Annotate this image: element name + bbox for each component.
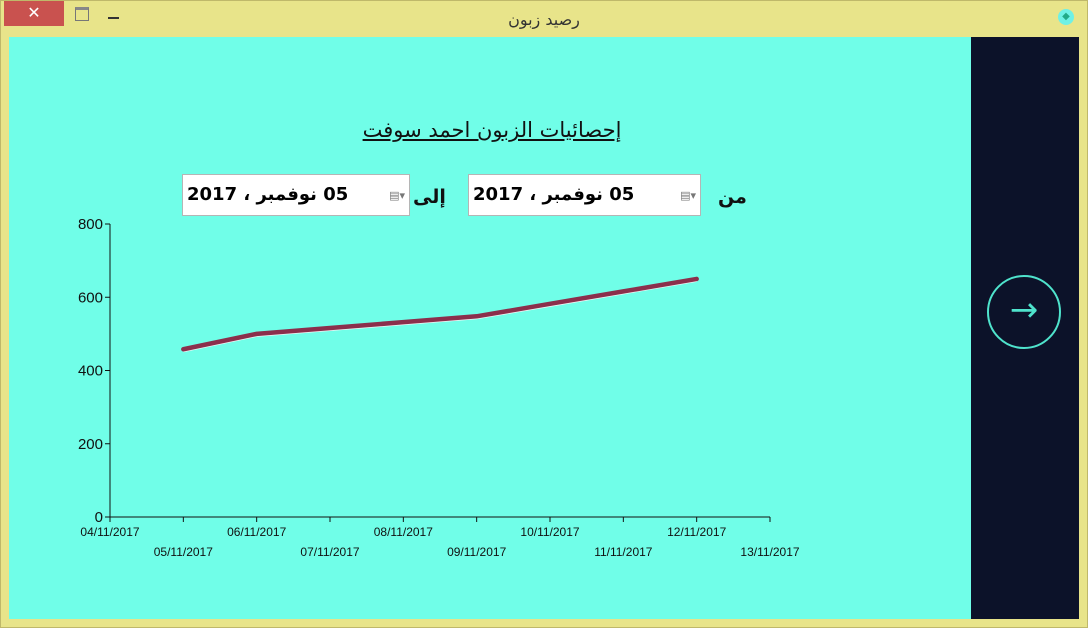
page-title: إحصائيات الزبون احمد سوفت [362,118,622,142]
series-line [181,276,699,352]
next-arrow-button[interactable]: → [987,275,1061,349]
minimize-button[interactable] [108,17,119,19]
y-tick-label: 600 [78,289,103,306]
side-panel: → [971,37,1079,619]
arrow-right-icon: → [1009,290,1039,330]
x-tick-label: 08/11/2017 [374,525,433,539]
app-icon: ◆ [1058,9,1074,25]
main-content [9,37,971,619]
from-date-picker[interactable]: 05 نوفمبر ، 2017 ▤▾ [468,174,701,216]
x-tick-label: 06/11/2017 [227,525,286,539]
from-date-value: 05 نوفمبر ، 2017 [473,184,635,205]
y-tick-label: 800 [78,216,103,233]
to-date-picker[interactable]: 05 نوفمبر ، 2017 ▤▾ [182,174,410,216]
y-tick-label: 200 [78,436,103,453]
calendar-dropdown-icon[interactable]: ▤▾ [389,189,405,202]
x-tick-label: 13/11/2017 [740,545,799,559]
window-title: رصيد زبون [508,10,580,29]
to-label: إلى [413,186,446,208]
to-date-value: 05 نوفمبر ، 2017 [187,184,349,205]
x-tick-label: 05/11/2017 [154,545,213,559]
maximize-button[interactable] [75,7,89,21]
x-tick-label: 11/11/2017 [594,545,653,559]
x-tick-label: 12/11/2017 [667,525,726,539]
close-button[interactable]: ✕ [4,1,64,26]
x-tick-label: 07/11/2017 [300,545,359,559]
y-tick-label: 0 [95,509,103,526]
calendar-dropdown-icon[interactable]: ▤▾ [680,189,696,202]
x-tick-label: 04/11/2017 [80,525,139,539]
x-tick-label: 10/11/2017 [520,525,579,539]
x-tick-label: 09/11/2017 [447,545,506,559]
from-label: من [718,186,747,208]
y-tick-label: 400 [78,363,103,380]
